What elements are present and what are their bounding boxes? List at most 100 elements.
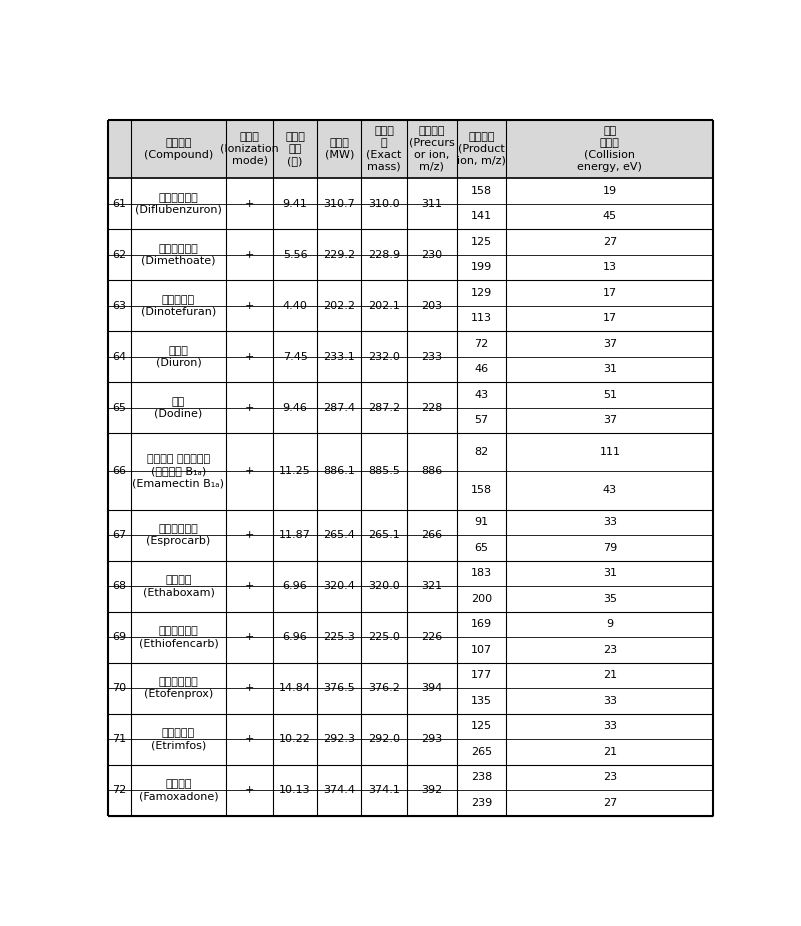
Text: 394: 394 [421,683,442,693]
Text: 233: 233 [421,352,442,362]
Text: 4.40: 4.40 [283,301,308,310]
Text: 7.45: 7.45 [283,352,308,362]
Text: 321: 321 [421,582,442,591]
Text: 17: 17 [603,313,617,323]
Text: +: + [245,683,255,693]
Text: 886.1: 886.1 [324,467,356,476]
Text: 6.96: 6.96 [283,582,308,591]
Text: 91: 91 [474,518,489,528]
Text: 230: 230 [421,250,442,259]
Text: 228.9: 228.9 [368,250,400,259]
Text: 45: 45 [603,211,617,221]
Text: 9.46: 9.46 [283,403,308,413]
Text: 225.0: 225.0 [368,632,400,642]
Text: 10.22: 10.22 [280,734,311,745]
Text: 228: 228 [421,403,442,413]
Text: 265.1: 265.1 [368,530,400,540]
Text: 111: 111 [599,447,620,457]
Text: 202.2: 202.2 [324,301,356,310]
Text: 63: 63 [112,301,126,310]
Text: 229.2: 229.2 [324,250,356,259]
Text: 관측질
량
(Exact
mass): 관측질 량 (Exact mass) [367,126,402,172]
Text: 158: 158 [471,485,492,495]
Text: 320.4: 320.4 [324,582,356,591]
Text: 287.2: 287.2 [368,403,400,413]
Text: 200: 200 [471,594,492,604]
Text: 203: 203 [421,301,442,310]
Text: 376.5: 376.5 [324,683,355,693]
Text: 에마멕틴 벤조에이트
(에마멕틴 B₁ₐ)
(Emamectin B₁ₐ): 에마멕틴 벤조에이트 (에마멕틴 B₁ₐ) (Emamectin B₁ₐ) [132,455,224,488]
Text: 생성이온
(Product
ion, m/z): 생성이온 (Product ion, m/z) [457,131,506,166]
Text: 에토펜프록스
(Etofenprox): 에토펜프록스 (Etofenprox) [144,677,213,699]
Text: 70: 70 [112,683,126,693]
Text: 31: 31 [603,364,617,374]
Text: 232.0: 232.0 [368,352,400,362]
Text: 265: 265 [471,747,492,757]
Text: 23: 23 [603,644,617,655]
Text: 머무름
시간
(분): 머무름 시간 (분) [285,131,305,166]
Text: 33: 33 [603,518,617,528]
Text: 21: 21 [603,670,617,681]
Text: 310.7: 310.7 [324,199,355,208]
Text: 65: 65 [112,403,126,413]
Text: 11.87: 11.87 [280,530,311,540]
Text: 177: 177 [471,670,492,681]
Text: 72: 72 [474,339,489,349]
Text: 125: 125 [471,721,492,732]
Text: 6.96: 6.96 [283,632,308,642]
Text: 21: 21 [603,747,617,757]
Text: 11.25: 11.25 [280,467,311,476]
Text: 5.56: 5.56 [283,250,308,259]
Text: 392: 392 [421,785,442,795]
Text: 226: 226 [421,632,442,642]
Text: 82: 82 [474,447,489,457]
Text: +: + [245,530,255,540]
Text: 17: 17 [603,288,617,298]
Text: 141: 141 [471,211,492,221]
Text: 27: 27 [602,798,617,807]
Text: 65: 65 [474,543,489,553]
Text: +: + [245,467,255,476]
Text: 125: 125 [471,237,492,247]
Text: 37: 37 [603,416,617,425]
Text: 에타복삼
(Ethaboxam): 에타복삼 (Ethaboxam) [143,575,215,597]
Text: +: + [245,250,255,259]
Text: 10.13: 10.13 [280,785,311,795]
Text: 57: 57 [474,416,489,425]
Text: 199: 199 [471,262,492,272]
Text: 374.4: 374.4 [324,785,356,795]
Text: 202.1: 202.1 [368,301,400,310]
Text: 71: 71 [112,734,126,745]
Text: 62: 62 [112,250,126,259]
Text: +: + [245,199,255,208]
Text: 68: 68 [112,582,126,591]
Text: 43: 43 [603,485,617,495]
Text: +: + [245,632,255,642]
Text: 69: 69 [112,632,126,642]
Text: 46: 46 [474,364,489,374]
Text: 파목사돈
(Famoxadone): 파목사돈 (Famoxadone) [139,779,219,801]
Text: 265.4: 265.4 [324,530,356,540]
Bar [107,119,714,178]
Text: 64: 64 [112,352,126,362]
Text: 293: 293 [421,734,442,745]
Text: 디노테퓨란
(Dinotefuran): 디노테퓨란 (Dinotefuran) [141,294,216,317]
Text: 885.5: 885.5 [368,467,400,476]
Text: 158: 158 [471,186,492,196]
Text: 225.3: 225.3 [324,632,356,642]
Text: 27: 27 [602,237,617,247]
Text: 311: 311 [421,199,442,208]
Text: 239: 239 [471,798,492,807]
Text: 43: 43 [474,390,489,400]
Text: 에트림포스
(Etrimfos): 에트림포스 (Etrimfos) [151,728,206,750]
Text: 선구이온
(Precurs
or ion,
m/z): 선구이온 (Precurs or ion, m/z) [409,126,455,172]
Text: 67: 67 [112,530,126,540]
Text: 374.1: 374.1 [368,785,400,795]
Text: 135: 135 [471,695,492,706]
Text: 376.2: 376.2 [368,683,400,693]
Text: 33: 33 [603,721,617,732]
Text: 분석성분
(Compound): 분석성분 (Compound) [144,138,213,160]
Text: 9: 9 [606,619,614,630]
Text: 디플루벤주론
(Diflubenzuron): 디플루벤주론 (Diflubenzuron) [135,193,222,215]
Text: 107: 107 [471,644,492,655]
